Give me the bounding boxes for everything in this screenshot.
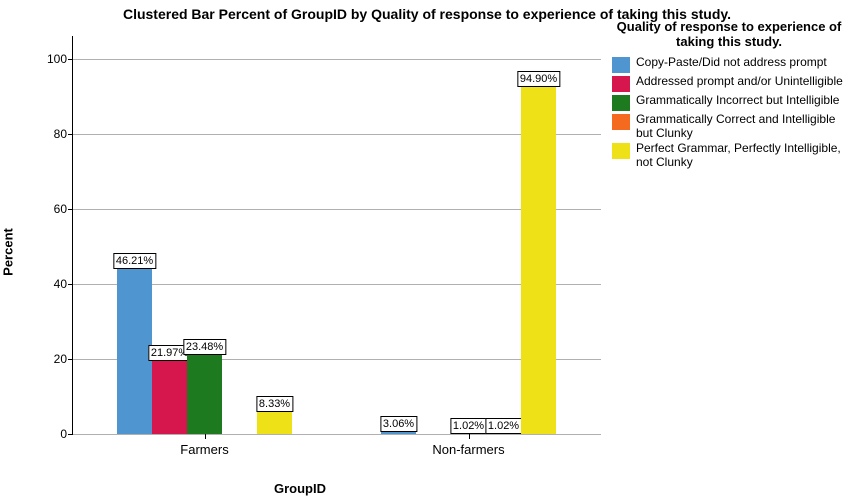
bar-value-label: 23.48% xyxy=(183,339,226,355)
ytick-label: 100 xyxy=(47,52,73,66)
legend-swatch xyxy=(612,57,630,73)
bar-value-label: 1.02% xyxy=(450,418,487,434)
legend-item: Copy-Paste/Did not address prompt xyxy=(612,56,846,73)
chart-container: Clustered Bar Percent of GroupID by Qual… xyxy=(0,0,854,504)
ytick-label: 0 xyxy=(60,427,73,441)
legend-items: Copy-Paste/Did not address prompt Address… xyxy=(612,56,846,170)
x-axis-label: GroupID xyxy=(274,481,326,496)
legend-label: Grammatically Incorrect but Intelligible xyxy=(636,94,839,108)
bar xyxy=(521,78,556,434)
legend-label: Addressed prompt and/or Unintelligible xyxy=(636,75,843,89)
bar-value-label: 94.90% xyxy=(517,71,560,87)
gridline xyxy=(73,59,601,60)
legend-item: Grammatically Incorrect but Intelligible xyxy=(612,94,846,111)
bar-value-label: 1.02% xyxy=(485,418,522,434)
legend-swatch xyxy=(612,95,630,111)
plot-area: 020406080100Farmers46.21%21.97%23.48%8.3… xyxy=(72,36,601,435)
gridline xyxy=(73,434,601,435)
legend-label: Copy-Paste/Did not address prompt xyxy=(636,56,827,70)
bar-value-label: 46.21% xyxy=(113,253,156,269)
legend: Quality of response to experience of tak… xyxy=(612,20,846,172)
y-axis-label: Percent xyxy=(1,228,16,276)
legend-item: Grammatically Correct and Intelligible b… xyxy=(612,113,846,141)
bar xyxy=(152,352,187,434)
legend-label: Grammatically Correct and Intelligible b… xyxy=(636,113,846,141)
legend-item: Addressed prompt and/or Unintelligible xyxy=(612,75,846,92)
legend-label: Perfect Grammar, Perfectly Intelligible,… xyxy=(636,142,846,170)
bar xyxy=(187,346,222,434)
bar-value-label: 8.33% xyxy=(256,396,293,412)
legend-swatch xyxy=(612,143,630,159)
bar xyxy=(117,261,152,435)
legend-title: Quality of response to experience of tak… xyxy=(612,20,846,50)
ytick-label: 80 xyxy=(54,127,73,141)
ytick-label: 60 xyxy=(54,202,73,216)
xtick-label: Farmers xyxy=(180,434,228,457)
legend-swatch xyxy=(612,76,630,92)
ytick-label: 40 xyxy=(54,277,73,291)
legend-swatch xyxy=(612,114,630,130)
bar-value-label: 3.06% xyxy=(380,416,417,432)
ytick-label: 20 xyxy=(54,352,73,366)
xtick-label: Non-farmers xyxy=(432,434,504,457)
legend-item: Perfect Grammar, Perfectly Intelligible,… xyxy=(612,142,846,170)
